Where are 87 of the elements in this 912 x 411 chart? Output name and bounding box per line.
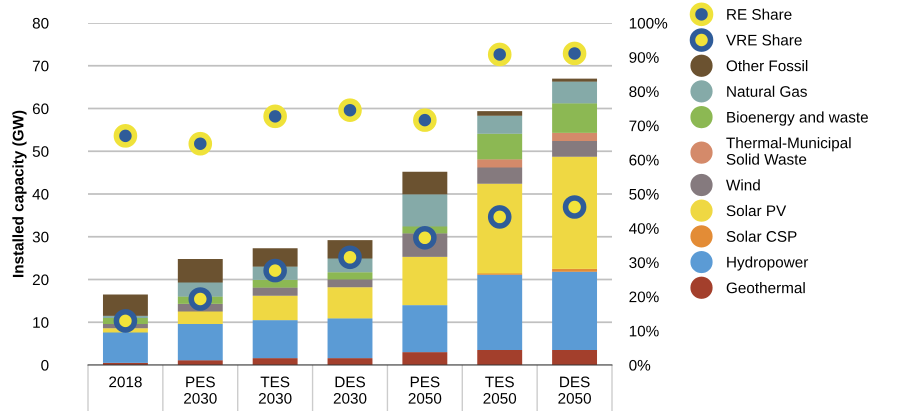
bar <box>402 352 448 365</box>
y-axis-title: Installed capacity (GW) <box>12 110 27 278</box>
legend-label: Hydropower <box>727 256 808 271</box>
bar <box>252 358 298 365</box>
y-tick-label: 70 <box>32 60 49 72</box>
y-tick-label: 30 <box>32 232 49 242</box>
bar <box>402 194 448 226</box>
y-tick-label: 50 <box>32 146 49 157</box>
bar <box>402 305 448 352</box>
legend-label: Solar PV <box>726 204 786 216</box>
y2-tick-label: 50% <box>629 188 659 200</box>
legend-label: Natural Gas <box>727 86 807 97</box>
y-tick-label: 40 <box>32 188 49 200</box>
bar <box>252 288 298 296</box>
point <box>562 195 586 219</box>
y-tick-label: 10 <box>33 317 49 328</box>
bar <box>552 350 598 365</box>
bar <box>552 140 598 157</box>
y2-tick-label: 0% <box>629 360 650 371</box>
y2-tick-label: 90% <box>629 52 659 63</box>
y2-tick-label: 60% <box>629 154 659 166</box>
x-tick-label: TES 2050 <box>483 376 516 404</box>
point <box>413 108 437 132</box>
legend-label: Solar CSP <box>726 230 796 242</box>
bar <box>178 324 223 360</box>
y-tick-label: 60 <box>32 103 49 114</box>
bar <box>552 78 598 82</box>
point <box>338 98 362 122</box>
bar <box>477 184 522 274</box>
bar <box>477 159 522 168</box>
bar <box>328 272 372 280</box>
point <box>188 132 212 156</box>
x-tick-label: 2018 <box>109 376 142 388</box>
y2-tick-label: 10% <box>630 326 659 336</box>
point <box>562 42 586 66</box>
legend-label: Geothermal <box>726 282 805 294</box>
point <box>413 226 437 250</box>
bar <box>552 156 598 269</box>
x-tick-label: DES 2050 <box>558 376 591 404</box>
legend-label: Thermal-Municipal Solid Waste <box>726 137 851 165</box>
x-tick-label: DES 2030 <box>334 376 366 404</box>
bar <box>552 82 598 104</box>
y-tick-label: 20 <box>32 274 49 286</box>
legend-label: Bioenergy and waste <box>727 111 868 126</box>
point <box>263 258 287 282</box>
point <box>188 287 212 311</box>
bar <box>552 272 598 350</box>
x-tick-label: PES 2030 <box>184 376 217 404</box>
bar <box>252 320 298 358</box>
bar <box>328 280 372 288</box>
bar <box>328 287 372 318</box>
y2-tick-label: 80% <box>629 86 659 98</box>
y-tick-label: 0 <box>41 360 49 371</box>
legend-label: Other Fossil <box>726 60 808 72</box>
bar <box>328 358 372 365</box>
bar <box>552 268 598 272</box>
y2-tick-label: 30% <box>629 257 659 268</box>
bar <box>477 350 522 365</box>
legend-label: RE Share <box>727 8 792 20</box>
bar <box>102 332 148 363</box>
bar <box>477 274 522 350</box>
y2-tick-label: 70% <box>629 120 659 132</box>
bar <box>402 256 448 306</box>
bar <box>552 103 598 133</box>
bar <box>552 132 598 141</box>
point <box>114 309 138 333</box>
bar <box>477 111 522 116</box>
legend-label: Wind <box>726 179 760 190</box>
legend-label: VRE Share <box>726 34 802 46</box>
bar <box>477 116 522 134</box>
y-tick-label: 80 <box>32 18 49 29</box>
point <box>488 42 512 66</box>
point <box>263 104 287 128</box>
bar <box>477 167 522 184</box>
bar <box>328 318 372 358</box>
point <box>338 245 362 270</box>
bar <box>252 280 298 288</box>
y2-tick-label: 100% <box>630 18 668 29</box>
bar <box>252 296 298 320</box>
y2-tick-label: 40% <box>629 223 659 234</box>
x-tick-label: TES 2030 <box>258 376 292 404</box>
point <box>114 124 138 148</box>
x-tick-label: PES 2050 <box>408 376 442 404</box>
bar <box>477 134 522 160</box>
y2-tick-label: 20% <box>629 291 659 302</box>
bar <box>178 258 223 282</box>
bar <box>402 172 448 194</box>
